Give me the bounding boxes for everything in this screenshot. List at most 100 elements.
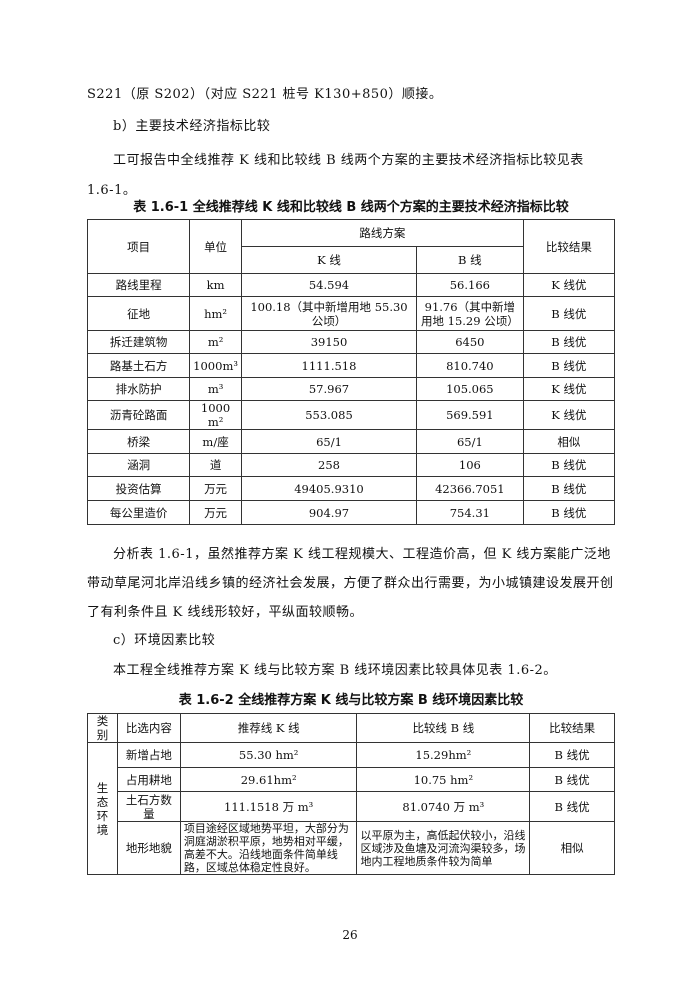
- cell-unit: m²: [189, 330, 242, 354]
- cell-item: 路基土石方: [86, 353, 191, 378]
- header-item: 项目: [86, 219, 191, 274]
- cell-result: B 线优: [522, 330, 616, 354]
- cell-b: 569.591: [416, 400, 524, 430]
- cell-unit: hm²: [189, 296, 242, 331]
- header-result: 比较结果: [522, 219, 616, 274]
- header-content: 比选内容: [116, 713, 181, 743]
- cell-content: 土石方数量: [116, 791, 181, 822]
- cell-k: 57.967: [240, 377, 418, 401]
- cell-item: 拆迁建筑物: [86, 330, 191, 354]
- cell-item: 排水防护: [86, 377, 191, 401]
- table1-caption: 表 1.6-1 全线推荐线 K 线和比较线 B 线两个方案的主要技术经济指标比较: [133, 200, 569, 215]
- cell-k: 49405.9310: [240, 476, 418, 501]
- cell-result: 相似: [529, 821, 615, 875]
- cell-b: 以平原为主，高低起伏较小，沿线区域涉及鱼塘及河流沟渠较多，场地内工程地质条件较为…: [356, 821, 531, 875]
- table-row: 生态环境 新增占地 55.30 hm² 15.29hm² B 线优: [87, 742, 615, 875]
- cell-result: B 线优: [522, 500, 616, 525]
- paragraph: 工可报告中全线推荐 K 线和比较线 B 线两个方案的主要技术经济指标比较见表 1…: [87, 153, 584, 198]
- cell-content: 新增占地: [116, 742, 181, 768]
- cell-unit: 万元: [189, 476, 242, 501]
- cell-result: B 线优: [522, 296, 616, 331]
- header-k: K 线: [240, 246, 418, 274]
- cell-b: 105.065: [416, 377, 524, 401]
- cell-b: 42366.7051: [416, 476, 524, 501]
- section-heading-b: b）主要技术经济指标比较: [113, 119, 271, 134]
- cell-result: B 线优: [522, 453, 616, 477]
- table-row: 地形地貌 项目途经区域地势平坦，大部分为洞庭湖淤积平原，地势相对平缓，高差不大。沿…: [88, 821, 615, 875]
- table-row: 拆迁建筑物 m² 39150 6450 B 线优: [86, 330, 616, 354]
- cell-category: 生态环境: [87, 742, 118, 875]
- table-2: 类别 比选内容 推荐线 K 线比较线 B 线比较结果 生态环境 新增占地 55.30 h…: [87, 713, 615, 875]
- cell-content: 地形地貌: [116, 821, 181, 875]
- cell-k: 1111.518: [240, 353, 418, 378]
- cell-k: 904.97: [240, 500, 418, 525]
- table-row: 投资估算 万元 49405.9310 42366.7051 B 线优: [86, 476, 616, 501]
- section-heading-c: c）环境因素比较: [113, 633, 216, 648]
- cell-unit: 道: [189, 453, 242, 477]
- cell-item: 征地: [86, 296, 191, 331]
- cell-result: B 线优: [522, 476, 616, 501]
- cell-unit: m/座: [189, 429, 242, 454]
- paragraph: S221（原 S202）（对应 S221 桩号 K130+850）顺接。: [87, 87, 443, 102]
- cell-k: 111.1518 万 m³: [179, 791, 358, 822]
- table-row: 排水防护 m³ 57.967 105.065 K 线优: [86, 377, 616, 401]
- cell-k: 29.61hm²: [179, 767, 358, 792]
- cell-k: 54.594: [240, 273, 418, 297]
- cell-item: 桥梁: [86, 429, 191, 454]
- header-route: 路线方案: [240, 219, 524, 247]
- cell-item: 投资估算: [86, 476, 191, 501]
- cell-k: 100.18（其中新增用地 55.30 公顷）: [240, 296, 418, 331]
- table-row: 占用耕地 29.61hm² 10.75 hm² B 线优: [88, 767, 615, 792]
- cell-content: 占用耕地: [116, 767, 181, 792]
- cell-unit: 1000 m²: [189, 400, 242, 430]
- cell-k: 项目途经区域地势平坦，大部分为洞庭湖淤积平原，地势相对平缓，高差不大。沿线地面条…: [179, 821, 358, 875]
- header-result: 比较结果: [529, 713, 615, 743]
- cell-unit: 1000m³: [189, 353, 242, 378]
- table-row: 沥青砼路面 1000 m² 553.085 569.591 K 线优: [86, 400, 616, 430]
- header-category: 类别: [87, 713, 118, 743]
- table-row: 土石方数量 111.1518 万 m³ 81.0740 万 m³ B 线优: [88, 791, 615, 822]
- cell-b: 754.31: [416, 500, 524, 525]
- table-row: 涵洞道 258 106 B 线优: [86, 453, 616, 477]
- header-k: 推荐线 K 线: [179, 713, 358, 743]
- table-row: 路线里程 km 54.594 56.166 K 线优: [86, 273, 616, 297]
- cell-result: B 线优: [529, 742, 615, 768]
- table-row: 征地 hm² 100.18（其中新增用地 55.30 公顷） 91.76（其中新增用地…: [86, 296, 616, 331]
- cell-result: B 线优: [529, 767, 615, 792]
- cell-result: K 线优: [522, 400, 616, 430]
- cell-item: 沥青砼路面: [86, 400, 191, 430]
- cell-result: 相似: [522, 429, 616, 454]
- table-row: 每公里造价 万元 904.97 754.31 B 线优: [86, 500, 616, 525]
- cell-k: 553.085: [240, 400, 418, 430]
- cell-unit: 万元: [189, 500, 242, 525]
- cell-b: 106: [416, 453, 524, 477]
- cell-unit: m³: [189, 377, 242, 401]
- cell-b: 810.740: [416, 353, 524, 378]
- cell-item: 路线里程: [86, 273, 191, 297]
- header-b: B 线: [416, 246, 524, 274]
- cell-b: 65/1: [416, 429, 524, 454]
- cell-result: B 线优: [522, 353, 616, 378]
- cell-k: 258: [240, 453, 418, 477]
- cell-result: K 线优: [522, 377, 616, 401]
- cell-b: 6450: [416, 330, 524, 354]
- cell-b: 56.166: [416, 273, 524, 297]
- page-number: 26: [342, 928, 358, 942]
- cell-b: 15.29hm²: [356, 742, 531, 768]
- table2-caption: 表 1.6-2 全线推荐方案 K 线与比较方案 B 线环境因素比较: [178, 693, 524, 708]
- header-unit: 单位: [189, 219, 242, 274]
- cell-item: 每公里造价: [86, 500, 191, 525]
- table-row: 桥梁 m/座 65/1 65/1 相似: [86, 429, 616, 454]
- cell-k: 55.30 hm²: [179, 742, 358, 768]
- cell-item: 涵洞: [86, 453, 191, 477]
- cell-result: K 线优: [522, 273, 616, 297]
- cell-b: 10.75 hm²: [356, 767, 531, 792]
- cell-result: B 线优: [529, 791, 615, 822]
- table-row: 路基土石方 1000m³ 1111.518 810.740 B 线优: [86, 353, 616, 378]
- header-b: 比较线 B 线: [356, 713, 531, 743]
- cell-k: 39150: [240, 330, 418, 354]
- cell-b: 81.0740 万 m³: [356, 791, 531, 822]
- cell-b: 91.76（其中新增用地 15.29 公顷）: [416, 296, 524, 331]
